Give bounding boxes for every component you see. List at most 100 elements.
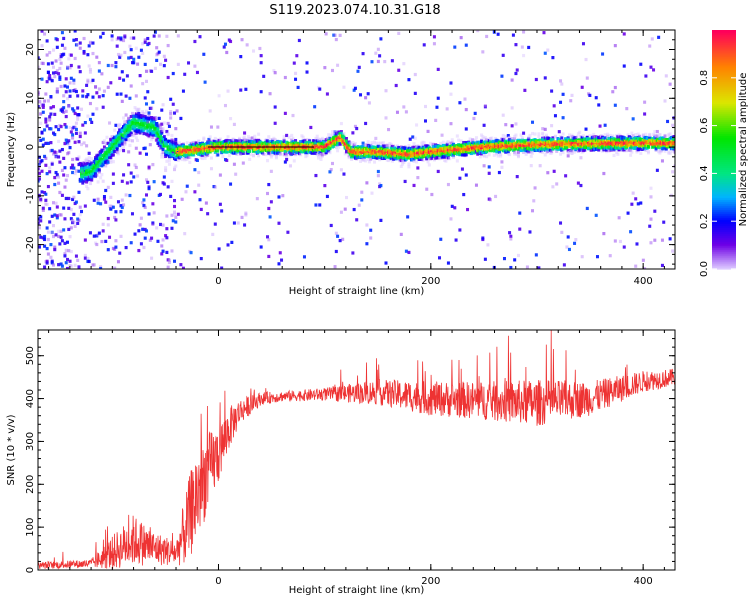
- spectral-cell: [268, 215, 272, 219]
- spectral-cell: [543, 76, 547, 80]
- spectral-cell: [342, 85, 346, 89]
- spectral-cell: [132, 57, 136, 61]
- spectral-cell: [167, 139, 171, 144]
- spectral-cell: [518, 227, 522, 231]
- spectral-cell: [282, 135, 286, 139]
- spectral-cell: [77, 65, 81, 69]
- spectral-cell: [320, 138, 324, 142]
- spectral-cell: [73, 140, 77, 144]
- spectral-cell: [416, 176, 420, 180]
- spectral-cell: [95, 242, 99, 247]
- spectral-cell: [166, 75, 170, 80]
- spectral-cell: [376, 47, 380, 51]
- spectral-cell: [506, 150, 510, 154]
- spectral-cell: [165, 236, 169, 240]
- spectral-cell: [111, 181, 115, 185]
- spectral-cell: [351, 131, 355, 135]
- spectral-cell: [69, 207, 73, 212]
- spectral-cell: [64, 138, 68, 142]
- spectral-cell: [446, 140, 450, 144]
- spectral-cell: [585, 76, 589, 80]
- spectral-cell: [53, 213, 57, 217]
- spectral-cell: [476, 152, 480, 156]
- spectral-cell: [457, 146, 461, 150]
- spectral-cell: [170, 179, 174, 183]
- spectral-cell: [353, 86, 357, 90]
- spectral-cell: [338, 33, 342, 37]
- spectral-cell: [374, 136, 378, 141]
- spectral-cell: [147, 212, 151, 216]
- spectral-cell: [108, 121, 112, 125]
- spectral-cell: [183, 72, 187, 76]
- spectral-cell: [513, 137, 517, 141]
- spectral-cell: [510, 106, 514, 110]
- spectral-cell: [218, 173, 222, 177]
- spectral-cell: [141, 227, 145, 231]
- spectral-cell: [187, 61, 191, 65]
- spectral-cell: [449, 92, 453, 96]
- spectral-cell: [422, 141, 426, 145]
- spectral-cell: [185, 184, 189, 188]
- spectral-cell: [562, 263, 566, 267]
- spectral-cell: [57, 181, 61, 185]
- spectral-cell: [55, 216, 59, 220]
- spectral-cell: [141, 114, 145, 118]
- spectral-cell: [173, 212, 177, 217]
- spectral-cell: [132, 61, 136, 65]
- spectral-cell: [134, 115, 138, 119]
- spectral-cell: [64, 114, 68, 119]
- spectral-cell: [364, 143, 368, 147]
- spectral-cell: [62, 36, 66, 41]
- spectral-cell: [514, 133, 518, 137]
- spectral-cell: [137, 129, 141, 133]
- spectral-cell: [169, 97, 173, 101]
- spectral-cell: [49, 112, 53, 116]
- spectral-cell: [44, 120, 48, 124]
- spectral-cell: [384, 89, 388, 93]
- spectral-cell: [415, 123, 419, 127]
- spectral-cell: [59, 235, 63, 239]
- spectral-cell: [464, 153, 468, 157]
- spectral-cell: [511, 33, 515, 37]
- spectral-cell: [157, 50, 161, 54]
- spectral-cell: [62, 228, 66, 232]
- spectral-cell: [439, 141, 443, 145]
- spectral-cell: [462, 192, 466, 197]
- spectral-cell: [500, 165, 504, 169]
- spectral-cell: [66, 266, 70, 269]
- spectral-cell: [41, 61, 45, 66]
- spectral-cell: [316, 156, 320, 160]
- spectral-cell: [496, 32, 500, 36]
- spectral-cell: [151, 135, 155, 139]
- spectral-cell: [369, 157, 373, 161]
- spectral-cell: [325, 136, 329, 140]
- spectral-cell: [325, 194, 329, 199]
- spectral-cell: [294, 153, 298, 157]
- spectral-cell: [38, 245, 41, 249]
- spectral-cell: [71, 163, 75, 167]
- spectral-cell: [71, 157, 75, 162]
- spectral-cell: [136, 62, 140, 66]
- spectral-cell: [316, 139, 320, 144]
- spectral-cell: [485, 155, 489, 159]
- spectral-cell: [537, 132, 541, 136]
- spectral-cell: [109, 159, 113, 163]
- spectral-cell: [180, 157, 184, 162]
- spectral-cell: [436, 67, 440, 71]
- spectral-cell: [357, 203, 361, 207]
- spectral-cell: [58, 242, 62, 246]
- spectral-cell: [338, 238, 342, 243]
- spectral-cell: [370, 60, 374, 64]
- spectral-cell: [50, 214, 54, 218]
- spectral-cell: [97, 170, 101, 174]
- spectral-cell: [574, 238, 578, 242]
- spectral-cell: [164, 166, 168, 170]
- spectral-cell: [483, 104, 487, 108]
- spectral-cell: [318, 87, 322, 91]
- spectral-cell: [38, 217, 40, 221]
- spectral-cell: [446, 261, 450, 265]
- spectral-cell: [248, 149, 252, 153]
- spectral-cell: [43, 32, 47, 36]
- spectral-cell: [83, 253, 87, 258]
- spectral-cell: [403, 179, 407, 184]
